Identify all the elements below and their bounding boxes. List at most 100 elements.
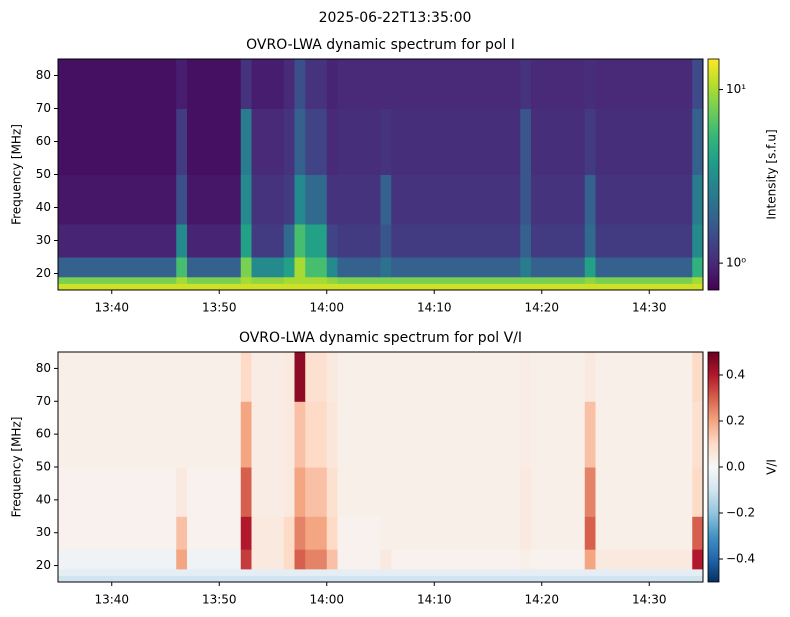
heatmap-cell [58,575,177,583]
heatmap-cell [283,108,295,175]
heatmap-cell [520,516,532,550]
heatmap-cell [595,575,693,583]
heatmap-cell [240,401,252,468]
heatmap-cell [531,401,586,468]
x-tick-label: 13:40 [94,593,129,607]
heatmap-cell [520,575,532,583]
heatmap-cell [520,401,532,468]
heatmap-cell [187,257,242,278]
colorbar-label: Intensity [s.f.u] [765,129,779,219]
heatmap-cell [337,352,381,402]
heatmap-cell [240,224,252,258]
heatmap-cell [58,224,177,258]
heatmap-cell [305,283,328,291]
heatmap-cell [391,575,521,583]
heatmap-cell [305,575,328,583]
heatmap-cell [326,549,338,570]
heatmap-cell [380,283,392,291]
heatmap-cell [176,516,188,550]
heatmap-cell [326,575,338,583]
heatmap-cell [283,276,295,284]
heatmap-cell [176,467,188,517]
heatmap-cell [305,59,328,109]
heatmap-cell [294,516,306,550]
heatmap-cell [584,568,596,576]
heatmap-cell [531,283,586,291]
heatmap-cell [305,257,328,278]
heatmap-cell [595,59,693,109]
heatmap-cell [692,516,704,550]
heatmap-cell [391,568,521,576]
heatmap-cell [294,549,306,570]
heatmap [58,352,704,583]
heatmap-cell [187,276,242,284]
heatmap-cell [584,549,596,570]
heatmap-cell [326,108,338,175]
x-tick-label: 14:20 [524,593,559,607]
heatmap-cell [337,224,381,258]
heatmap-cell [692,401,704,468]
heatmap-cell [294,568,306,576]
heatmap-cell [58,59,177,109]
y-tick-label: 40 [36,492,51,506]
heatmap-cell [692,352,704,402]
heatmap-cell [595,352,693,402]
heatmap-cell [187,568,242,576]
heatmap-cell [305,108,328,175]
heatmap-cell [531,549,586,570]
heatmap-cell [187,401,242,468]
heatmap-cell [584,174,596,225]
heatmap-cell [187,516,242,550]
x-tick-label: 13:50 [202,593,237,607]
heatmap-cell [294,174,306,225]
heatmap-cell [240,516,252,550]
heatmap-cell [520,257,532,278]
colorbar [707,351,720,583]
heatmap-cell [58,283,177,291]
heatmap-cell [305,401,328,468]
heatmap-cell [176,257,188,278]
heatmap-cell [326,516,338,550]
heatmap-cell [305,516,328,550]
heatmap-cell [380,549,392,570]
heatmap-cell [531,59,586,109]
heatmap-cell [692,283,704,291]
heatmap-cell [326,401,338,468]
x-tick-label: 14:10 [417,301,452,315]
heatmap-cell [380,257,392,278]
heatmap-cell [380,516,392,550]
heatmap-cell [251,276,285,284]
x-tick-label: 14:10 [417,593,452,607]
heatmap-cell [240,568,252,576]
x-tick-label: 14:30 [632,593,667,607]
heatmap-cell [251,283,285,291]
heatmap-cell [294,283,306,291]
heatmap-cell [337,568,381,576]
heatmap-cell [337,59,381,109]
heatmap-cell [305,467,328,517]
heatmap-cell [176,276,188,284]
heatmap-cell [305,174,328,225]
heatmap-cell [391,108,521,175]
heatmap-cell [240,108,252,175]
heatmap-cell [584,59,596,109]
figure-title: 2025-06-22T13:35:00 [319,10,472,26]
heatmap-cell [58,174,177,225]
y-tick-label: 70 [36,101,51,115]
heatmap-cell [584,283,596,291]
heatmap-cell [337,276,381,284]
heatmap-cell [58,568,177,576]
heatmap-cell [251,401,285,468]
heatmap-cell [692,224,704,258]
heatmap-cell [251,352,285,402]
y-tick-label: 70 [36,394,51,408]
heatmap-cell [326,59,338,109]
y-tick-label: 80 [36,361,51,375]
heatmap-cell [326,174,338,225]
heatmap-cell [187,283,242,291]
heatmap-cell [520,174,532,225]
heatmap-cell [240,174,252,225]
heatmap-cell [692,276,704,284]
heatmap-cell [176,549,188,570]
heatmap-cell [595,467,693,517]
